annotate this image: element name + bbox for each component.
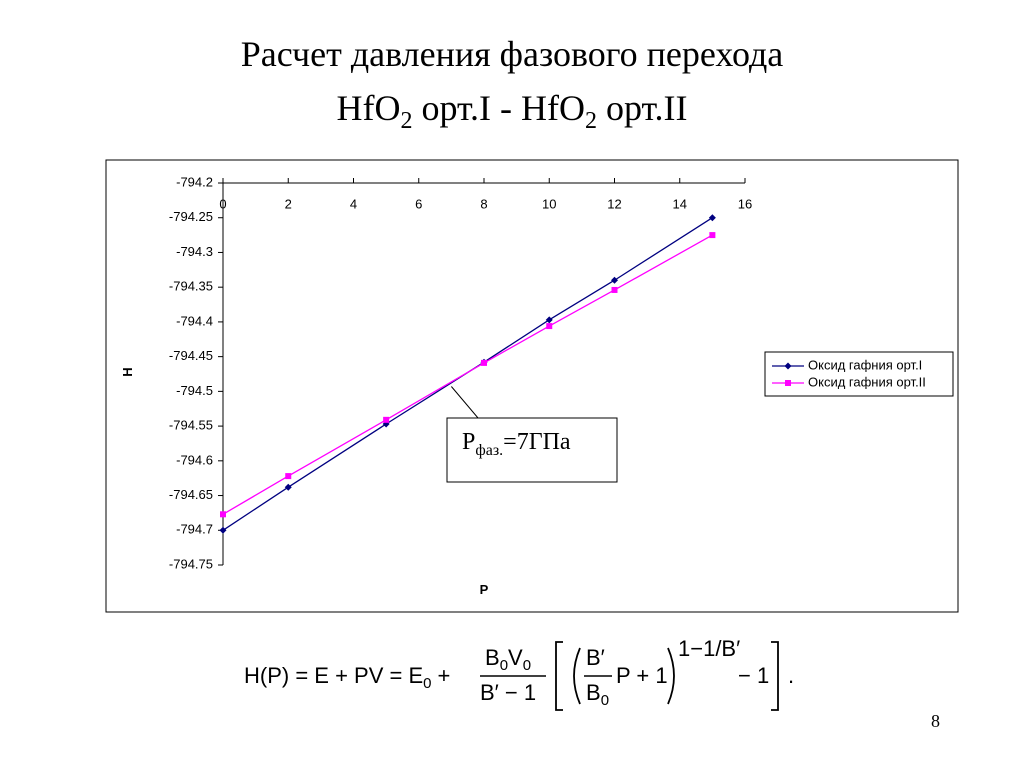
annotation-value: =7ГПа [503, 429, 571, 455]
legend-items: Оксид гафния орт.I Оксид гафния орт.II [772, 357, 926, 389]
y-tick-label: -794.45 [169, 348, 213, 363]
title-text: HfO [336, 88, 400, 128]
x-tick-label: 16 [738, 196, 752, 211]
bracket [555, 641, 563, 711]
title-line: Расчет давления фазового перехода [241, 34, 784, 74]
point [709, 232, 716, 239]
y-tick-label: -794.7 [176, 522, 213, 537]
legend-label: Оксид гафния орт.I [808, 357, 922, 372]
annotation-p: P [462, 429, 475, 455]
point [611, 276, 618, 284]
y-tick-label: -794.3 [176, 244, 213, 259]
y-tick-label: -794.55 [169, 418, 213, 433]
legend-marker [785, 380, 791, 386]
annotation-text: Pфаз.=7ГПа [462, 429, 571, 459]
formula-part: H(P) = E + PV = E [244, 663, 423, 688]
formula-inner-num: B′ [586, 645, 605, 670]
formula-part: B [586, 680, 601, 705]
annotation-arrow [450, 386, 515, 419]
formula-sub: 0 [601, 692, 609, 709]
formula-sub: 0 [523, 657, 531, 674]
y-tick-label: -794.4 [176, 313, 213, 328]
formula-sub: 0 [500, 657, 508, 674]
title-line: HfO2 орт.I - HfO2 орт.II [336, 88, 687, 134]
title-text: орт.I - HfO [412, 88, 585, 128]
formula-text: H(P) = E + PV = E0 + [244, 663, 450, 692]
x-tick-label: 6 [415, 196, 422, 211]
y-tick-label: -794.65 [169, 487, 213, 502]
formula-part: − 1 [738, 663, 769, 688]
title-sub: 2 [585, 108, 597, 134]
paren [573, 647, 581, 705]
point [546, 323, 553, 330]
formula-num: B0V0 [485, 645, 531, 674]
formula-part: P + 1 [616, 663, 668, 688]
y-tick-label: -794.2 [176, 174, 213, 189]
point [284, 483, 292, 491]
formula-part: + [437, 663, 450, 688]
point [383, 416, 390, 423]
x-tick-label: 2 [285, 196, 292, 211]
formula-den: B′ − 1 [480, 680, 536, 705]
legend [764, 351, 954, 397]
annotation: Pфаз.=7ГПа [446, 386, 618, 483]
point [285, 473, 292, 480]
y-tick-label: -794.6 [176, 452, 213, 467]
title-sub: 2 [400, 108, 412, 134]
point [708, 214, 716, 222]
formula-part: . [788, 663, 794, 688]
paren [667, 647, 675, 705]
point [545, 316, 553, 324]
point [219, 526, 227, 534]
y-tick-label: -794.5 [176, 383, 213, 398]
page-number: 8 [931, 711, 940, 731]
x-tick-label: 4 [350, 196, 357, 211]
formula-part: B [485, 645, 500, 670]
title-text: орт.II [597, 88, 688, 128]
formula-sub: 0 [423, 675, 431, 692]
bracket [771, 641, 779, 711]
x-tick-label: 12 [607, 196, 621, 211]
y-axis-label: H [120, 367, 135, 376]
formula-part: V [508, 645, 523, 670]
annotation-box [446, 417, 618, 483]
formula: H(P) = E + PV = E0 + B0V0 B′ − 1 B′ B0 P … [244, 636, 794, 711]
point [611, 286, 618, 293]
x-tick-label: 8 [480, 196, 487, 211]
legend-label: Оксид гафния орт.II [808, 374, 926, 389]
y-tick-label: -794.75 [169, 556, 213, 571]
x-axis-label: P [480, 582, 489, 597]
x-tick-label: 10 [542, 196, 556, 211]
x-tick-label: 0 [219, 196, 226, 211]
y-tick-label: -794.35 [169, 279, 213, 294]
formula-exponent: 1−1/B′ [678, 636, 740, 661]
formula-inner-den: B0 [586, 680, 609, 709]
x-tick-label: 14 [673, 196, 687, 211]
annotation-sub: фаз. [475, 442, 503, 459]
point [220, 511, 226, 518]
point [481, 359, 487, 366]
legend-marker [784, 362, 792, 370]
plot: -794.2 -794.25 -794.3 -794.35 -794.4 -794.45 -… [169, 174, 752, 571]
y-tick-label: -794.25 [169, 209, 213, 224]
